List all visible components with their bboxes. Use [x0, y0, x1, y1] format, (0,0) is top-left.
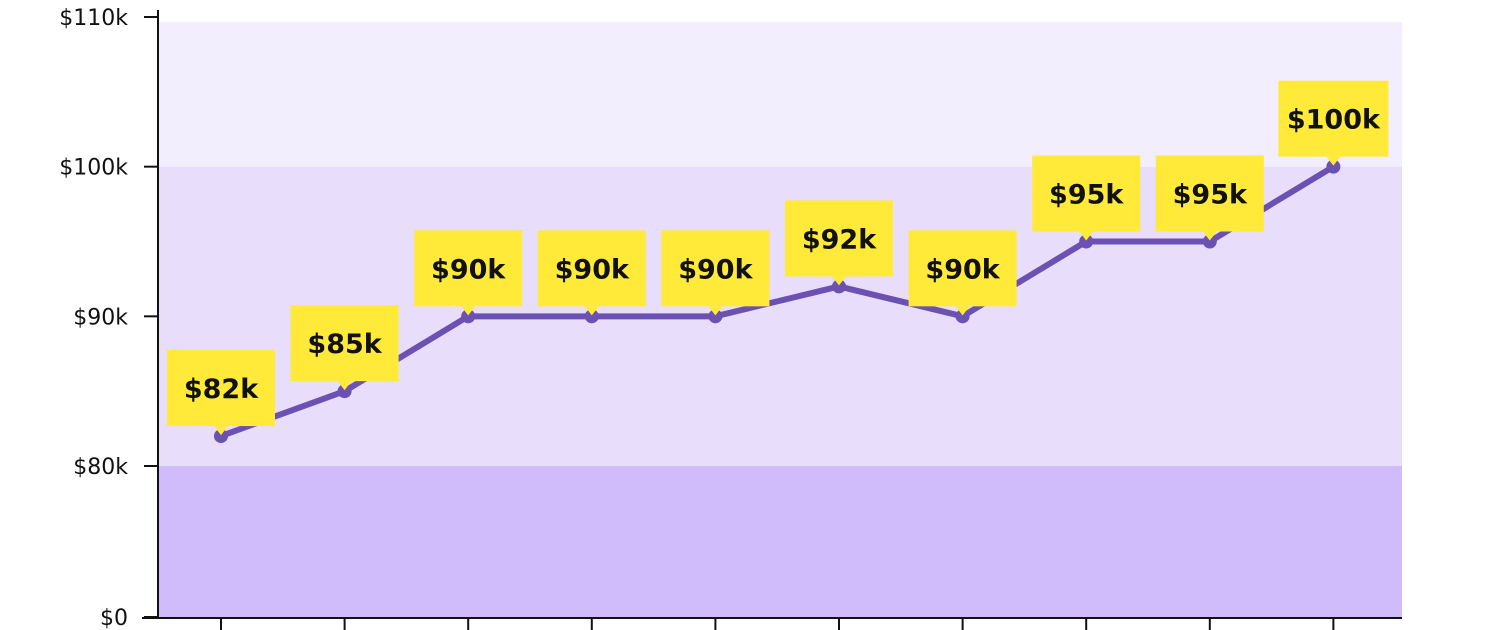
data-point — [832, 279, 846, 294]
data-label-pointer — [1079, 231, 1094, 241]
data-point — [337, 384, 352, 399]
data-label-pointer — [584, 306, 599, 316]
data-label: $90k — [678, 254, 753, 285]
y-tick-label: $80k — [73, 455, 128, 480]
data-label-box — [1032, 155, 1141, 232]
y-tick-label: $90k — [73, 305, 128, 330]
data-label-pointer — [832, 276, 846, 286]
data-point — [1202, 234, 1217, 249]
series-line-group — [218, 163, 1337, 440]
data-label-box — [290, 305, 399, 382]
data-label-box — [661, 230, 770, 307]
data-label-pointer — [214, 426, 228, 436]
y-axis-ticks: $0 $80k $90k $100k $110k — [59, 6, 158, 630]
data-label: $92k — [802, 224, 877, 255]
data-label-box — [1278, 80, 1389, 157]
data-point — [1326, 159, 1341, 174]
data-label-box — [414, 230, 523, 307]
data-label: $85k — [307, 329, 382, 360]
data-label-box — [167, 350, 275, 427]
data-label: $95k — [1049, 180, 1124, 211]
data-point — [584, 309, 599, 324]
data-label: $82k — [184, 374, 259, 405]
y-tick-label: $100k — [59, 156, 128, 181]
data-point — [955, 309, 970, 324]
x-axis-ticks — [220, 618, 1335, 630]
axes — [142, 10, 1402, 619]
data-label-box — [908, 230, 1017, 307]
y-tick-label: $110k — [59, 6, 128, 31]
data-point — [708, 309, 723, 324]
data-point — [461, 309, 476, 324]
data-label-box — [785, 200, 893, 277]
background-band-2 — [158, 22, 1402, 167]
data-label: $90k — [431, 254, 506, 285]
data-label: $100k — [1287, 105, 1381, 136]
data-point — [1079, 234, 1094, 249]
data-label: $95k — [1173, 180, 1248, 211]
series-line — [218, 163, 1337, 440]
data-label-pointer — [708, 306, 723, 316]
data-label-box — [537, 230, 646, 307]
data-label-pointer — [955, 306, 970, 316]
data-labels: $82k $85k $90k $90k $90k $92k $90k $95k $95k $100… — [167, 80, 1389, 436]
data-label-pointer — [1202, 231, 1217, 241]
data-label-pointer — [337, 381, 352, 391]
data-point — [214, 429, 228, 444]
data-label: $90k — [925, 254, 1000, 285]
data-label-box — [1155, 155, 1264, 232]
y-tick-label: $0 — [100, 606, 128, 630]
data-label: $90k — [555, 254, 630, 285]
data-label-pointer — [1326, 156, 1341, 166]
data-label-pointer — [461, 306, 476, 316]
background-band-0 — [158, 466, 1402, 617]
data-points — [214, 159, 1341, 444]
